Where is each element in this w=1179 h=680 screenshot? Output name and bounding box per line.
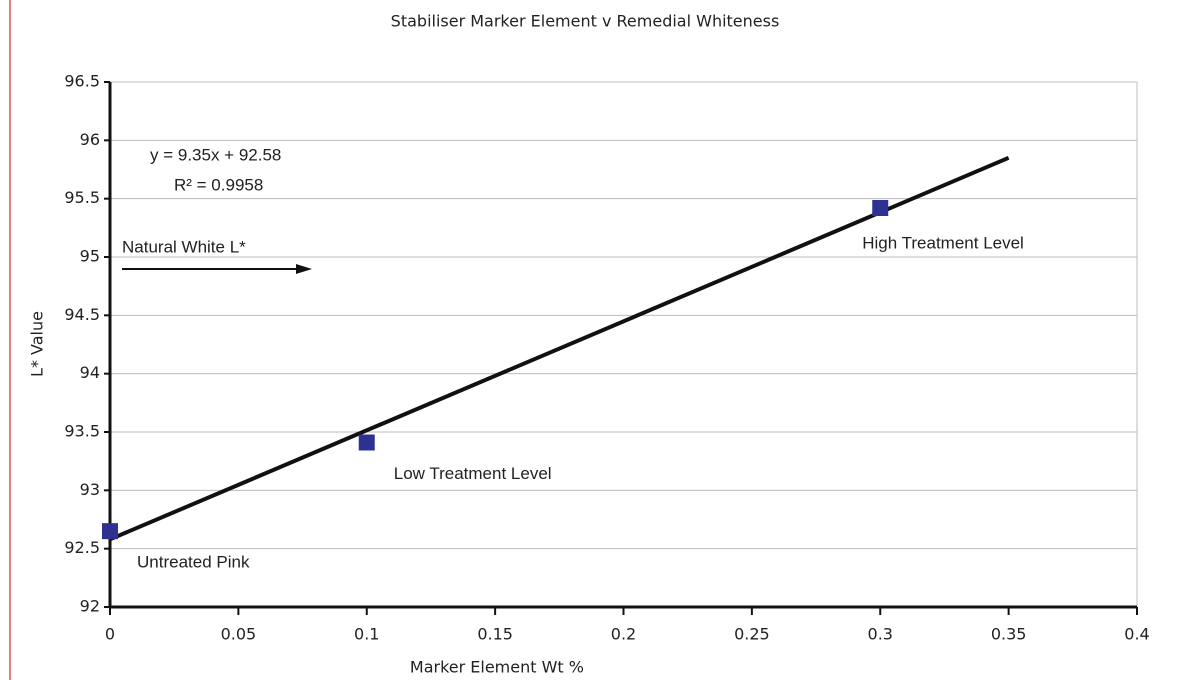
x-tick-label: 0.2 [611,625,636,644]
r-squared-annotation: R² = 0.9958 [174,175,263,194]
x-tick-label: 0.05 [221,625,257,644]
y-tick-label: 93.5 [64,422,100,441]
y-axis-label: L* Value [28,311,47,377]
y-tick-label: 92 [80,597,100,616]
y-tick-label: 94.5 [64,305,100,324]
data-point [358,434,375,451]
x-tick-label: 0.15 [477,625,513,644]
x-tick-label: 0.35 [991,625,1027,644]
point-label: Untreated Pink [137,553,250,572]
data-point [102,523,118,540]
data-point [872,200,889,216]
x-tick-label: 0.3 [868,625,893,644]
x-tick-label: 0.25 [734,625,770,644]
point-label: Low Treatment Level [394,464,552,483]
y-tick-label: 92.5 [64,538,100,557]
x-tick-label: 0.4 [1124,625,1149,644]
x-tick-label: 0 [105,625,115,644]
y-tick-label: 95 [80,247,100,266]
chart-title: Stabiliser Marker Element v Remedial Whi… [391,12,780,31]
x-tick-label: 0.1 [354,625,379,644]
y-tick-label: 93 [80,480,100,499]
y-tick-label: 94 [80,363,100,382]
point-label: High Treatment Level [862,233,1024,252]
annotation-arrowhead [296,264,312,274]
y-tick-label: 96 [80,130,100,149]
x-axis-label: Marker Element Wt % [410,658,584,677]
y-tick-label: 95.5 [64,188,100,207]
equation-annotation: y = 9.35x + 92.58 [150,145,281,164]
trendline [109,155,1010,542]
natural-white-annotation: Natural White L* [122,237,246,256]
y-tick-label: 96.5 [64,72,100,91]
